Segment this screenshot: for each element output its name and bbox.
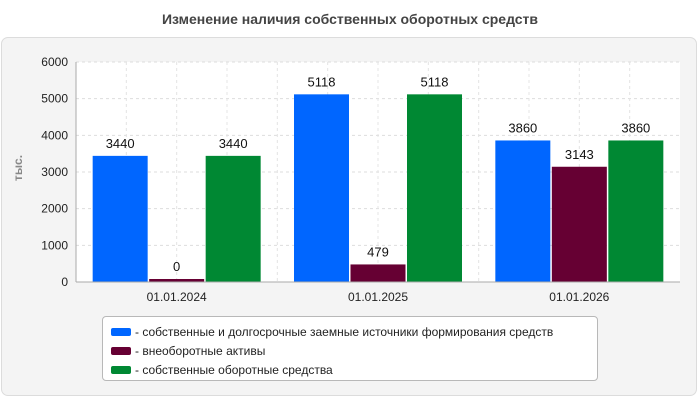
y-tick-label: 1000: [41, 238, 68, 252]
bar: [350, 264, 406, 282]
bar: [551, 166, 607, 282]
y-tick-label: 5000: [41, 92, 68, 106]
x-tick-label: 01.01.2025: [348, 290, 408, 304]
data-label: 3860: [621, 120, 650, 135]
data-label: 3440: [219, 136, 248, 151]
legend-swatch: [111, 327, 131, 336]
chart-legend: - собственные и долгосрочные заемные ист…: [102, 316, 598, 381]
data-label: 479: [367, 244, 389, 259]
legend-item: - собственные оборотные средства: [111, 360, 597, 379]
data-label: 3440: [106, 136, 135, 151]
y-axis-label: тыс.: [11, 155, 25, 181]
data-label: 5118: [308, 74, 336, 89]
bar: [294, 94, 349, 282]
bar: [149, 279, 205, 282]
y-tick-label: 2000: [41, 202, 68, 216]
bar: [407, 94, 462, 282]
data-label: 5118: [421, 74, 449, 89]
legend-item: - собственные и долгосрочные заемные ист…: [111, 322, 597, 341]
y-tick-label: 3000: [41, 165, 68, 179]
y-tick-label: 6000: [41, 55, 68, 69]
x-tick-label: 01.01.2026: [549, 290, 609, 304]
bar: [205, 155, 261, 282]
bar: [608, 140, 664, 282]
x-tick-label: 01.01.2024: [147, 290, 207, 304]
chart-title: Изменение наличия собственных оборотных …: [161, 11, 539, 27]
data-label: 3860: [508, 120, 537, 135]
legend-item: - внеоборотные активы: [111, 341, 597, 360]
data-label: 3143: [565, 147, 594, 162]
bar: [495, 140, 551, 282]
legend-label: - собственные оборотные средства: [135, 362, 333, 377]
legend-label: - собственные и долгосрочные заемные ист…: [135, 324, 554, 339]
legend-swatch: [111, 346, 131, 355]
y-tick-label: 4000: [41, 128, 68, 142]
legend-swatch: [111, 365, 131, 374]
data-label: 0: [173, 259, 180, 274]
legend-label: - внеоборотные активы: [135, 343, 266, 358]
bar: [92, 155, 148, 282]
y-tick-label: 0: [61, 275, 68, 289]
